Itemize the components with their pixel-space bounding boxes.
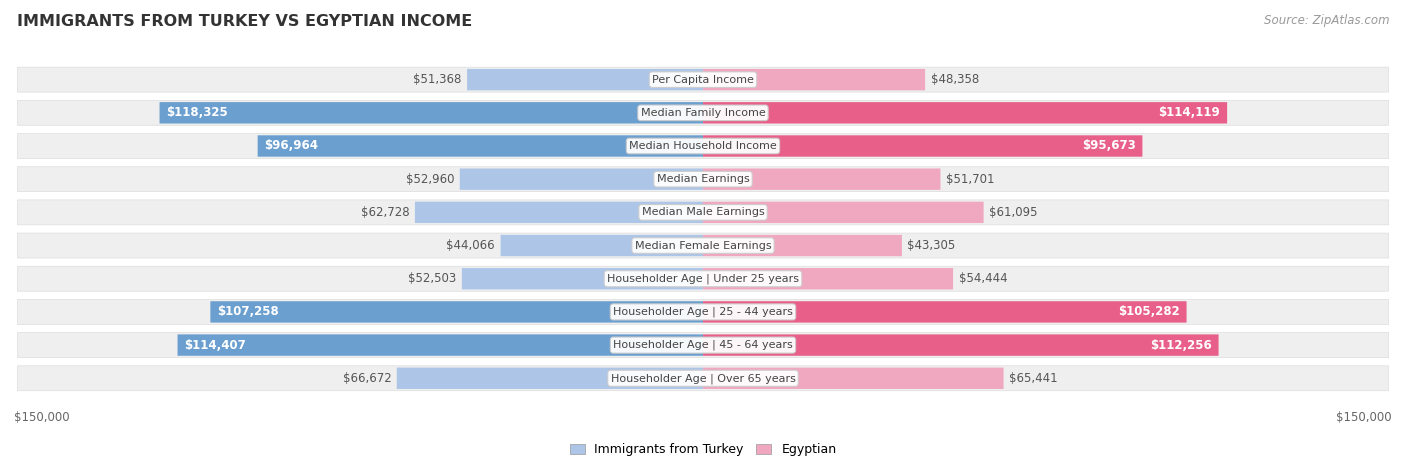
Text: $66,672: $66,672 (343, 372, 391, 385)
Text: $150,000: $150,000 (14, 411, 70, 424)
Text: $54,444: $54,444 (959, 272, 1007, 285)
Text: $44,066: $44,066 (447, 239, 495, 252)
FancyBboxPatch shape (501, 235, 703, 256)
FancyBboxPatch shape (460, 169, 703, 190)
FancyBboxPatch shape (703, 135, 1143, 157)
FancyBboxPatch shape (703, 202, 984, 223)
FancyBboxPatch shape (17, 134, 1389, 158)
FancyBboxPatch shape (17, 100, 1389, 125)
FancyBboxPatch shape (461, 268, 703, 290)
Text: $65,441: $65,441 (1010, 372, 1057, 385)
Text: $43,305: $43,305 (907, 239, 956, 252)
Text: $114,119: $114,119 (1159, 106, 1220, 119)
FancyBboxPatch shape (17, 333, 1389, 358)
FancyBboxPatch shape (17, 266, 1389, 291)
FancyBboxPatch shape (17, 366, 1389, 391)
Text: $51,368: $51,368 (413, 73, 461, 86)
Text: $118,325: $118,325 (166, 106, 228, 119)
FancyBboxPatch shape (17, 233, 1389, 258)
FancyBboxPatch shape (211, 301, 703, 323)
Text: $51,701: $51,701 (946, 173, 994, 186)
Text: $95,673: $95,673 (1081, 140, 1136, 153)
Text: $150,000: $150,000 (1336, 411, 1392, 424)
Legend: Immigrants from Turkey, Egyptian: Immigrants from Turkey, Egyptian (564, 439, 842, 461)
Text: Source: ZipAtlas.com: Source: ZipAtlas.com (1264, 14, 1389, 27)
FancyBboxPatch shape (257, 135, 703, 157)
FancyBboxPatch shape (703, 69, 925, 90)
Text: Householder Age | Under 25 years: Householder Age | Under 25 years (607, 274, 799, 284)
FancyBboxPatch shape (467, 69, 703, 90)
Text: Householder Age | 45 - 64 years: Householder Age | 45 - 64 years (613, 340, 793, 350)
FancyBboxPatch shape (177, 334, 703, 356)
FancyBboxPatch shape (703, 169, 941, 190)
Text: $52,960: $52,960 (406, 173, 454, 186)
Text: $52,503: $52,503 (408, 272, 457, 285)
Text: $114,407: $114,407 (184, 339, 246, 352)
FancyBboxPatch shape (703, 334, 1219, 356)
Text: Householder Age | 25 - 44 years: Householder Age | 25 - 44 years (613, 307, 793, 317)
FancyBboxPatch shape (17, 299, 1389, 325)
Text: Median Male Earnings: Median Male Earnings (641, 207, 765, 217)
Text: $112,256: $112,256 (1150, 339, 1212, 352)
FancyBboxPatch shape (159, 102, 703, 123)
Text: $62,728: $62,728 (361, 206, 409, 219)
Text: $107,258: $107,258 (218, 305, 278, 318)
Text: $61,095: $61,095 (988, 206, 1038, 219)
Text: Median Female Earnings: Median Female Earnings (634, 241, 772, 250)
Text: Householder Age | Over 65 years: Householder Age | Over 65 years (610, 373, 796, 383)
FancyBboxPatch shape (396, 368, 703, 389)
FancyBboxPatch shape (17, 200, 1389, 225)
FancyBboxPatch shape (703, 268, 953, 290)
FancyBboxPatch shape (703, 368, 1004, 389)
Text: $105,282: $105,282 (1118, 305, 1180, 318)
Text: $96,964: $96,964 (264, 140, 319, 153)
Text: Per Capita Income: Per Capita Income (652, 75, 754, 85)
FancyBboxPatch shape (703, 102, 1227, 123)
FancyBboxPatch shape (17, 67, 1389, 92)
Text: Median Household Income: Median Household Income (628, 141, 778, 151)
FancyBboxPatch shape (703, 235, 901, 256)
Text: Median Earnings: Median Earnings (657, 174, 749, 184)
Text: $48,358: $48,358 (931, 73, 979, 86)
Text: Median Family Income: Median Family Income (641, 108, 765, 118)
FancyBboxPatch shape (415, 202, 703, 223)
Text: IMMIGRANTS FROM TURKEY VS EGYPTIAN INCOME: IMMIGRANTS FROM TURKEY VS EGYPTIAN INCOM… (17, 14, 472, 29)
FancyBboxPatch shape (703, 301, 1187, 323)
FancyBboxPatch shape (17, 167, 1389, 191)
